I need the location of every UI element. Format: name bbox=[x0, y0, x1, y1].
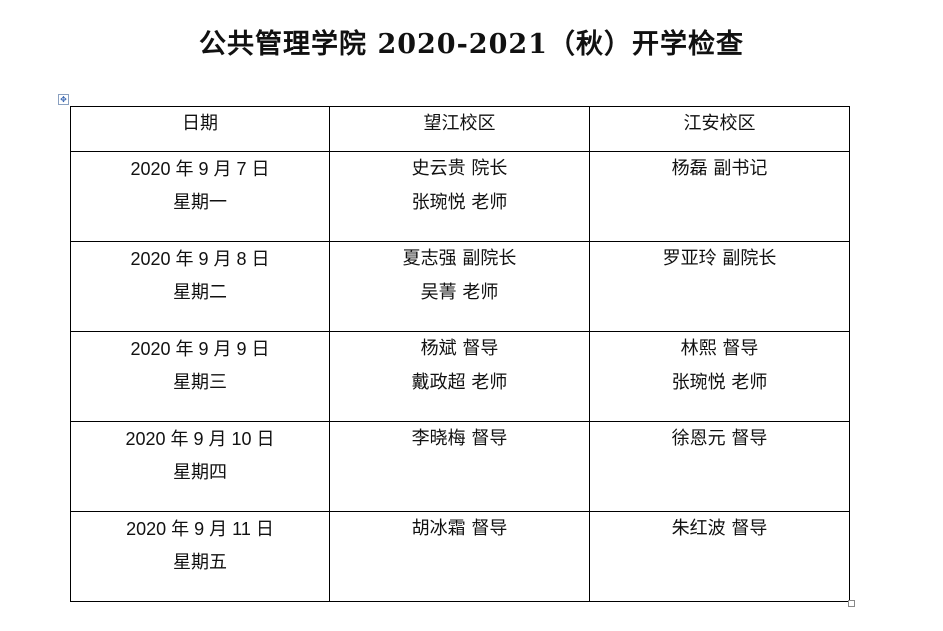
weekday: 星期二 bbox=[173, 282, 227, 303]
date: 2020 年 9 月 10 日 bbox=[125, 429, 275, 449]
person: 杨斌 督导 bbox=[420, 338, 499, 359]
person: 朱红波 督导 bbox=[671, 518, 768, 539]
weekday: 星期三 bbox=[173, 372, 227, 393]
jiangan-cell: 罗亚玲 副院长 bbox=[589, 241, 850, 332]
table-resize-handle[interactable] bbox=[848, 600, 855, 607]
wangjiang-cell: 杨斌 督导戴政超 老师 bbox=[329, 331, 590, 422]
person: 杨磊 副书记 bbox=[671, 158, 768, 179]
person: 史云贵 院长 bbox=[411, 158, 508, 179]
table-row: 2020 年 9 月 11 日星期五 胡冰霜 督导 朱红波 督导 bbox=[70, 511, 850, 602]
person: 戴政超 老师 bbox=[411, 372, 508, 393]
wangjiang-cell: 史云贵 院长 张琬悦 老师 bbox=[329, 151, 590, 242]
jiangan-cell: 林熙 督导张琬悦 老师 bbox=[589, 331, 850, 422]
weekday: 星期五 bbox=[173, 552, 227, 573]
person: 张琬悦 老师 bbox=[671, 372, 768, 393]
date-cell: 2020 年 9 月 11 日星期五 bbox=[70, 511, 330, 602]
date: 2020 年 9 月 9 日 bbox=[130, 339, 270, 359]
wangjiang-cell: 胡冰霜 督导 bbox=[329, 511, 590, 602]
date-cell: 2020 年 9 月 10 日星期四 bbox=[70, 421, 330, 512]
schedule-table: 日期 望江校区 江安校区 2020 年 9 月 7 日星期一 史云贵 院长 张琬悦… bbox=[70, 106, 850, 602]
jiangan-cell: 朱红波 督导 bbox=[589, 511, 850, 602]
person: 夏志强 副院长 bbox=[402, 248, 517, 269]
jiangan-cell: 徐恩元 督导 bbox=[589, 421, 850, 512]
wangjiang-cell: 李晓梅 督导 bbox=[329, 421, 590, 512]
person: 胡冰霜 督导 bbox=[411, 518, 508, 539]
person: 徐恩元 督导 bbox=[671, 428, 768, 449]
weekday: 星期一 bbox=[173, 192, 227, 213]
person: 张琬悦 老师 bbox=[411, 192, 508, 213]
date: 2020 年 9 月 8 日 bbox=[130, 249, 270, 269]
date: 2020 年 9 月 11 日 bbox=[126, 519, 274, 539]
date-cell: 2020 年 9 月 7 日星期一 bbox=[70, 151, 330, 242]
table-row: 2020 年 9 月 8 日星期二 夏志强 副院长 吴菁 老师 罗亚玲 副院长 bbox=[70, 241, 850, 332]
wangjiang-cell: 夏志强 副院长 吴菁 老师 bbox=[329, 241, 590, 332]
person: 林熙 督导 bbox=[680, 338, 759, 359]
document-title: 公共管理学院 2020-2021（秋）开学检查 bbox=[199, 29, 744, 60]
header-wangjiang: 望江校区 bbox=[329, 106, 590, 152]
table-row: 2020 年 9 月 10 日星期四 李晓梅 督导 徐恩元 督导 bbox=[70, 421, 850, 512]
header-jiangan: 江安校区 bbox=[589, 106, 850, 152]
header-date: 日期 bbox=[70, 106, 330, 152]
jiangan-cell: 杨磊 副书记 bbox=[589, 151, 850, 242]
weekday: 星期四 bbox=[173, 462, 227, 483]
table-move-handle-icon[interactable]: ✥ bbox=[58, 94, 69, 105]
date: 2020 年 9 月 7 日 bbox=[130, 159, 270, 179]
date-cell: 2020 年 9 月 8 日星期二 bbox=[70, 241, 330, 332]
table-header-row: 日期 望江校区 江安校区 bbox=[70, 106, 850, 152]
person: 李晓梅 督导 bbox=[411, 428, 508, 449]
table-row: 2020 年 9 月 9 日星期三 杨斌 督导戴政超 老师 林熙 督导张琬悦 老… bbox=[70, 331, 850, 422]
person: 吴菁 老师 bbox=[420, 282, 499, 303]
date-cell: 2020 年 9 月 9 日星期三 bbox=[70, 331, 330, 422]
table-row: 2020 年 9 月 7 日星期一 史云贵 院长 张琬悦 老师 杨磊 副书记 bbox=[70, 151, 850, 242]
person: 罗亚玲 副院长 bbox=[662, 248, 777, 269]
